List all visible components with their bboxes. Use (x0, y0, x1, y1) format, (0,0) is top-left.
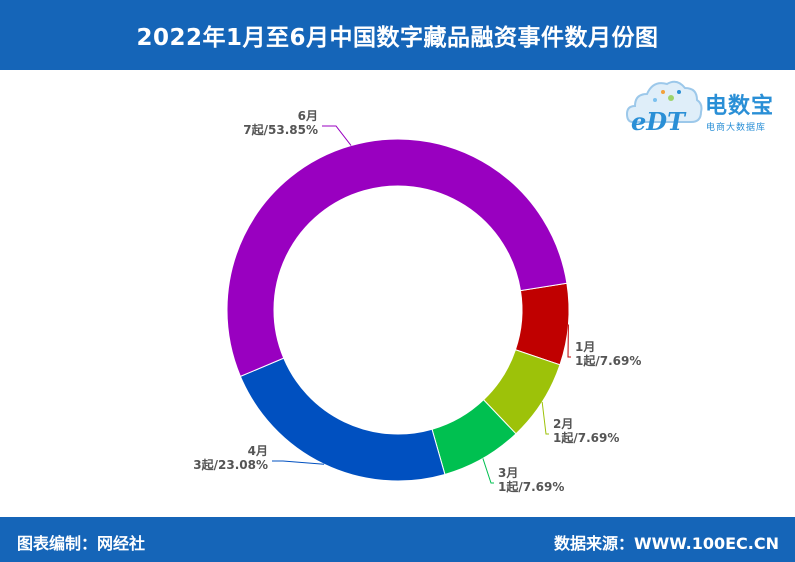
footer-compiler: 图表编制：网经社 (17, 534, 146, 553)
slice-label-name-5: 6月 (298, 109, 318, 123)
leader-line-4 (272, 460, 325, 465)
slice-label-value-2: 1起/7.69% (553, 430, 619, 445)
slice-label-name-4: 4月 (248, 444, 268, 458)
title-bar: 2022年1月至6月中国数字藏品融资事件数月份图 (0, 0, 795, 70)
logo-tagline: 电商大数据库 (706, 123, 767, 133)
chart-title: 2022年1月至6月中国数字藏品融资事件数月份图 (136, 25, 659, 51)
logo-brand: 电数宝 (705, 94, 775, 119)
slice-label-name-3: 3月 (498, 466, 518, 480)
donut-slice-4 (239, 357, 446, 482)
slice-label-value-1: 1起/7.69% (575, 353, 641, 368)
footer-bar: 图表编制：网经社 数据来源：WWW.100EC.CN (0, 517, 795, 562)
logo: eDT 电数宝 电商大数据库 (625, 76, 795, 136)
slice-label-value-4: 3起/23.08% (193, 457, 268, 472)
leader-line-1 (567, 324, 571, 358)
donut-slice-5 (226, 138, 568, 378)
leader-line-5 (322, 125, 352, 146)
leader-line-3 (482, 458, 494, 484)
svg-text:eDT: eDT (631, 107, 687, 136)
leader-line-2 (541, 401, 549, 435)
slice-label-value-5: 7起/53.85% (243, 122, 318, 137)
cloud-logo-icon: eDT (625, 80, 703, 136)
footer-source: 数据来源：WWW.100EC.CN (553, 534, 779, 553)
slice-label-name-2: 2月 (553, 417, 573, 431)
slice-label-value-3: 1起/7.69% (498, 479, 564, 494)
slice-label-name-1: 1月 (575, 340, 595, 354)
